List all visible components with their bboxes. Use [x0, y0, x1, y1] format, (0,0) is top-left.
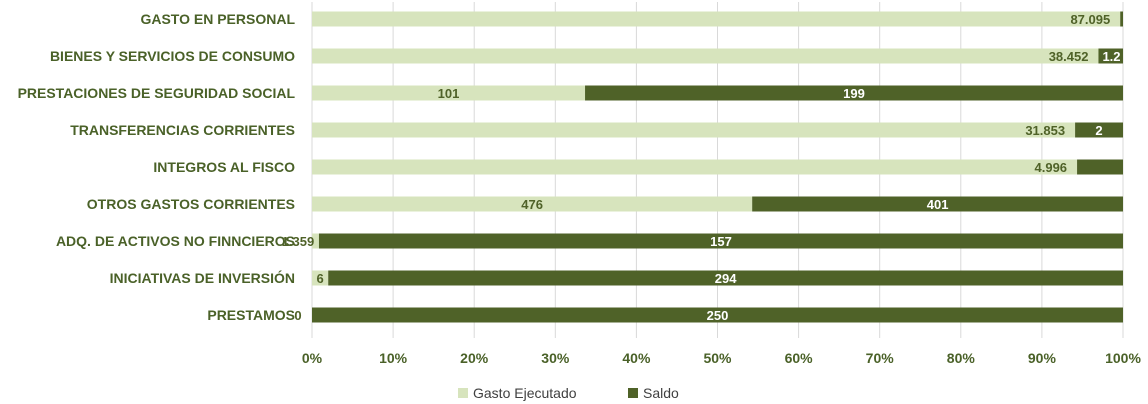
x-tick-label: 50% [703, 350, 732, 366]
bar-gasto-ejecutado [312, 122, 1076, 138]
value-label-saldo: 1.2 [1102, 49, 1120, 64]
category-label: PRESTAMOS [207, 307, 295, 323]
bar-gasto-ejecutado [312, 270, 329, 286]
legend-swatch [628, 388, 638, 398]
value-label-saldo: 2 [1095, 123, 1102, 138]
category-label: INTEGROS AL FISCO [153, 159, 295, 175]
x-tick-label: 10% [379, 350, 408, 366]
value-label-saldo: 157 [710, 234, 732, 249]
value-label-gasto-ejecutado: 101 [438, 86, 460, 101]
category-label: TRANSFERENCIAS CORRIENTES [70, 122, 295, 138]
x-tick-label: 40% [622, 350, 651, 366]
bar-saldo [752, 196, 1123, 212]
bar-saldo [585, 85, 1123, 101]
bars [312, 11, 1124, 323]
value-label-saldo: 250 [707, 308, 729, 323]
value-label-gasto-ejecutado: 1.359 [282, 234, 315, 249]
x-tick-label: 0% [302, 350, 323, 366]
value-label-saldo: 401 [927, 197, 949, 212]
bar-saldo [1098, 48, 1123, 64]
value-label-gasto-ejecutado: 0 [294, 308, 301, 323]
bar-saldo [328, 270, 1124, 286]
bar-gasto-ejecutado [312, 48, 1099, 64]
value-label-saldo: 294 [715, 271, 737, 286]
category-labels: GASTO EN PERSONAL BIENES Y SERVICIOS DE C… [18, 11, 296, 323]
category-label: GASTO EN PERSONAL [140, 11, 295, 27]
bar-gasto-ejecutado [312, 233, 319, 249]
bar-gasto-ejecutado [312, 11, 1121, 27]
value-label-gasto-ejecutado: 476 [521, 197, 543, 212]
value-label-saldo: 199 [843, 86, 865, 101]
category-label: PRESTACIONES DE SEGURIDAD SOCIAL [18, 85, 296, 101]
legend-swatch [458, 388, 468, 398]
bar-saldo [1120, 11, 1123, 27]
value-label-gasto-ejecutado: 38.452 [1049, 49, 1089, 64]
category-label: ADQ. DE ACTIVOS NO FINNCIEROS [56, 233, 295, 249]
x-tick-label: 20% [460, 350, 489, 366]
category-label: INICIATIVAS DE INVERSIÓN [110, 269, 295, 286]
x-tick-label: 100% [1105, 350, 1141, 366]
x-axis-ticks: 0% 10% 20% 30% 40% 50% 60% 70% 80% 90% 100% [302, 350, 1142, 366]
value-label-gasto-ejecutado: 31.853 [1025, 123, 1065, 138]
bar-gasto-ejecutado [312, 85, 586, 101]
bar-saldo [318, 233, 1123, 249]
x-tick-label: 70% [866, 350, 895, 366]
bar-saldo [1077, 159, 1123, 175]
x-tick-label: 30% [541, 350, 570, 366]
bar-gasto-ejecutado [312, 159, 1078, 175]
value-label-gasto-ejecutado: 87.095 [1070, 12, 1110, 27]
legend-label: Gasto Ejecutado [473, 385, 577, 401]
x-tick-label: 90% [1028, 350, 1057, 366]
bar-saldo [1075, 122, 1123, 138]
category-label: BIENES Y SERVICIOS DE CONSUMO [50, 48, 295, 64]
x-tick-label: 60% [785, 350, 814, 366]
bar-gasto-ejecutado [312, 196, 753, 212]
legend-label: Saldo [643, 385, 679, 401]
value-label-gasto-ejecutado: 4.996 [1035, 160, 1068, 175]
value-labels: 87.095 38.452 1.2 101 199 31.853 2 4.996 476 401 1… [282, 12, 1121, 323]
category-label: OTROS GASTOS CORRIENTES [87, 196, 295, 212]
value-label-gasto-ejecutado: 6 [316, 271, 323, 286]
bar-saldo [312, 307, 1123, 323]
legend: Gasto Ejecutado Saldo [458, 385, 679, 401]
x-tick-label: 80% [947, 350, 976, 366]
